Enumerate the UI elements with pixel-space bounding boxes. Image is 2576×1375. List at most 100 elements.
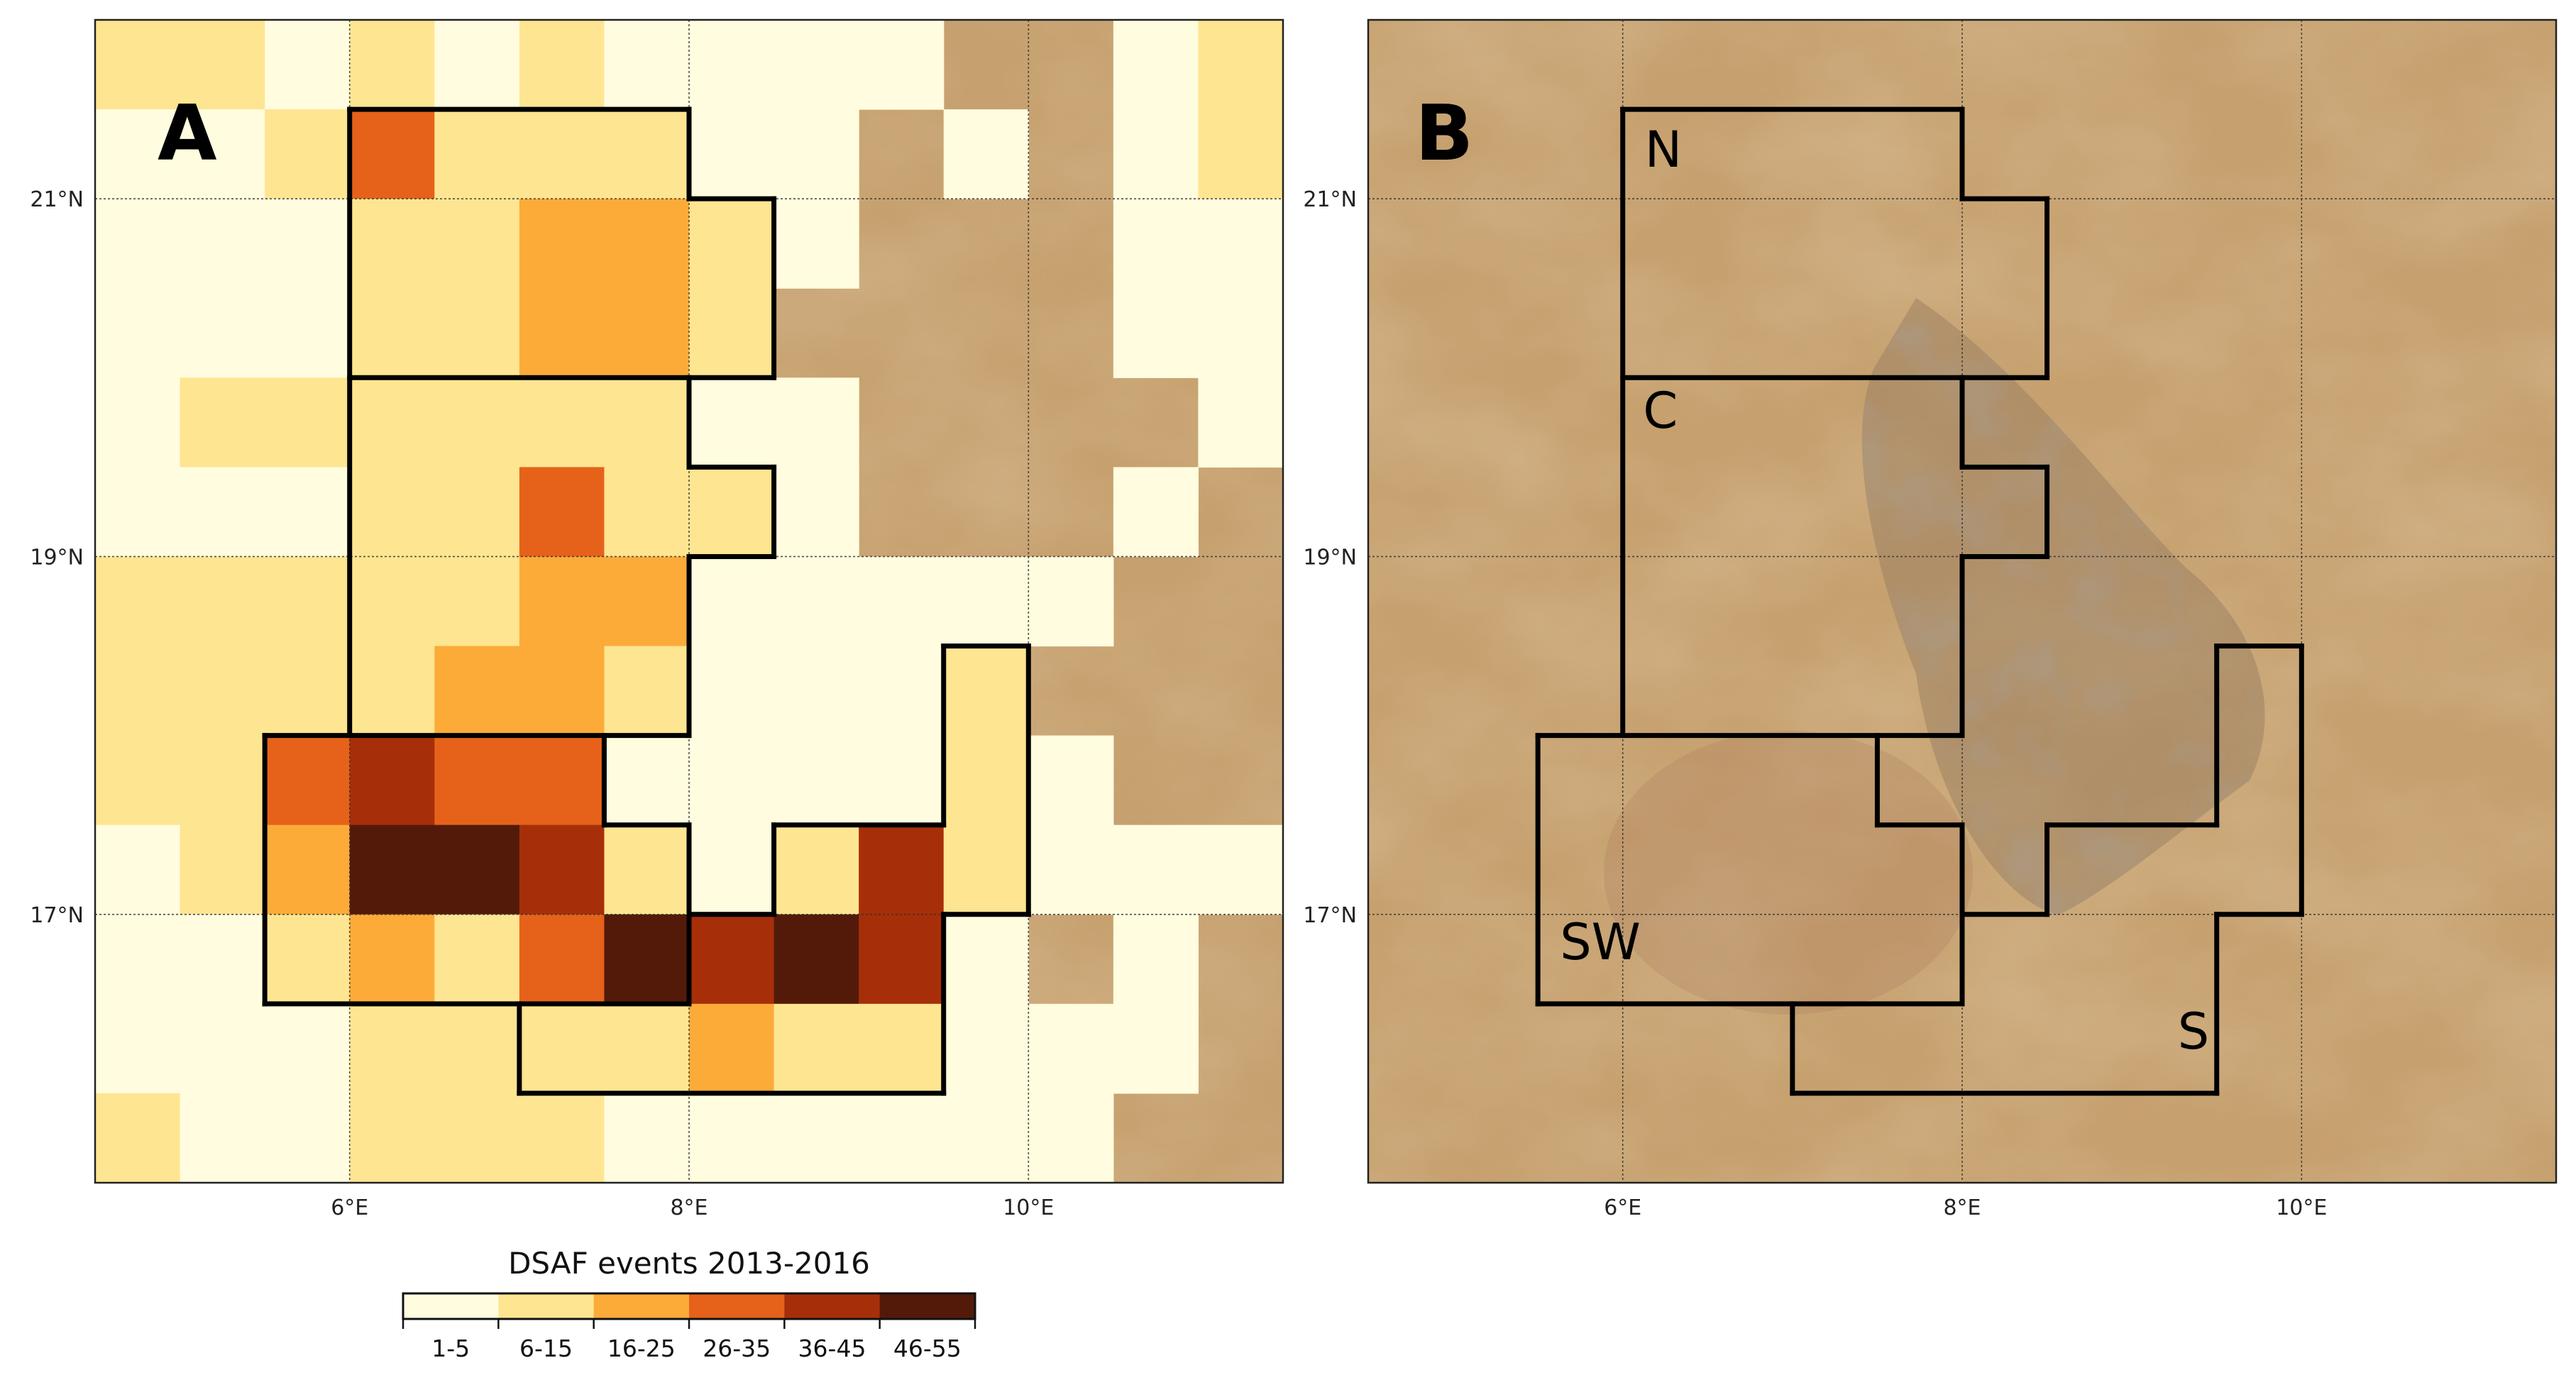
heatmap-cell <box>95 1003 181 1094</box>
heatmap-cell <box>265 646 351 736</box>
heatmap-cell <box>95 467 181 558</box>
heatmap-cell <box>604 377 690 468</box>
heatmap-cell <box>434 199 520 289</box>
heatmap-cell <box>95 556 181 647</box>
heatmap-cell <box>349 735 435 826</box>
heatmap-cell <box>265 914 351 1005</box>
heatmap-cell <box>519 556 605 647</box>
heatmap-cell <box>434 20 520 110</box>
y-tick-label: 19°N <box>30 545 84 570</box>
heatmap-cell <box>519 20 605 110</box>
heatmap-cell <box>859 824 945 915</box>
heatmap-cell <box>349 109 435 199</box>
heatmap-cell <box>774 377 859 468</box>
heatmap-cell <box>1028 556 1114 647</box>
heatmap-cell <box>1028 824 1114 915</box>
heatmap-cell <box>943 556 1029 647</box>
heatmap-cell <box>604 199 690 289</box>
heatmap-cell <box>1113 20 1199 110</box>
heatmap-cell <box>774 646 859 736</box>
heatmap-cell <box>95 1093 181 1183</box>
sw-reddish-terrain <box>1604 731 1973 1015</box>
colorbar-swatch <box>403 1293 499 1319</box>
heatmap-cell <box>265 467 351 558</box>
heatmap-cell <box>689 646 775 736</box>
heatmap-cell <box>434 109 520 199</box>
x-tick-label: 6°E <box>331 1195 368 1220</box>
heatmap-cell <box>349 1093 435 1183</box>
heatmap-cell <box>1028 1003 1114 1094</box>
heatmap-cell <box>1198 377 1283 468</box>
heatmap-cell <box>689 467 775 558</box>
heatmap-cell <box>689 1093 775 1183</box>
heatmap-cell <box>265 1093 351 1183</box>
heatmap-cell <box>180 556 265 647</box>
heatmap-cell <box>1198 288 1283 378</box>
heatmap-cell <box>859 646 945 736</box>
heatmap-cell <box>434 1093 520 1183</box>
heatmap-cell <box>349 288 435 378</box>
heatmap-cell <box>1113 914 1199 1005</box>
heatmap-cell <box>519 109 605 199</box>
heatmap-cell <box>1198 20 1283 110</box>
heatmap-cell <box>689 109 775 199</box>
heatmap-cell <box>519 1003 605 1094</box>
heatmap-cell <box>604 646 690 736</box>
panel-a-frame <box>94 18 1284 1184</box>
heatmap-cell <box>349 556 435 647</box>
heatmap-cell <box>1198 199 1283 289</box>
colorbar-tick-label: 36-45 <box>798 1335 866 1362</box>
y-tick-label: 21°N <box>1303 187 1357 212</box>
heatmap-cell <box>349 824 435 915</box>
heatmap-cell <box>265 20 351 110</box>
heatmap-cell <box>349 1003 435 1094</box>
colorbar-frame <box>402 1292 976 1320</box>
colorbar-tick-label: 16-25 <box>607 1335 676 1362</box>
y-tick-label: 19°N <box>1303 545 1357 570</box>
heatmap-cell <box>434 914 520 1005</box>
heatmap-cell <box>604 109 690 199</box>
heatmap-cell <box>95 20 181 110</box>
heatmap-cell <box>859 20 945 110</box>
heatmap-cell <box>689 824 775 915</box>
heatmap-cell <box>180 467 265 558</box>
heatmap-cell <box>604 20 690 110</box>
heatmap-cell <box>519 735 605 826</box>
heatmap-cell <box>519 377 605 468</box>
heatmap-cell <box>689 735 775 826</box>
heatmap-cell <box>774 824 859 915</box>
y-tick-label: 17°N <box>30 903 84 928</box>
heatmap-cell <box>95 646 181 736</box>
heatmap-cell <box>1113 199 1199 289</box>
heatmap-cell <box>943 1093 1029 1183</box>
heatmap-cell <box>859 556 945 647</box>
heatmap-cell <box>604 1093 690 1183</box>
heatmap-cell <box>349 377 435 468</box>
heatmap-cell <box>434 467 520 558</box>
heatmap-cell <box>943 109 1029 199</box>
region-label-c: C <box>1643 382 1678 440</box>
heatmap-cell <box>180 20 265 110</box>
colorbar-tick-label: 1-5 <box>431 1335 470 1362</box>
region-outlines-b <box>1535 106 2304 1096</box>
heatmap-cell <box>519 467 605 558</box>
region-labels: N C SW S <box>1560 121 2209 1061</box>
panel-b-frame <box>1367 18 2558 1184</box>
heatmap-cell <box>774 1093 859 1183</box>
heatmap-cell <box>689 288 775 378</box>
colorbar-swatch <box>689 1293 785 1319</box>
colorbar-swatch <box>593 1293 690 1319</box>
x-tick-label: 8°E <box>670 1195 708 1220</box>
heatmap-cell <box>349 914 435 1005</box>
heatmap-cell <box>180 735 265 826</box>
heatmap-cell <box>1113 1003 1199 1094</box>
heatmap-cells <box>95 20 1283 1183</box>
heatmap-cell <box>859 735 945 826</box>
heatmap-cell <box>265 377 351 468</box>
heatmap-cell <box>519 199 605 289</box>
heatmap-cell <box>95 199 181 289</box>
y-tick-label: 21°N <box>30 187 84 212</box>
heatmap-cell <box>180 1003 265 1094</box>
colorbar: DSAF events 2013-2016 1-5 6-15 16-25 26-35 3… <box>402 1246 976 1362</box>
